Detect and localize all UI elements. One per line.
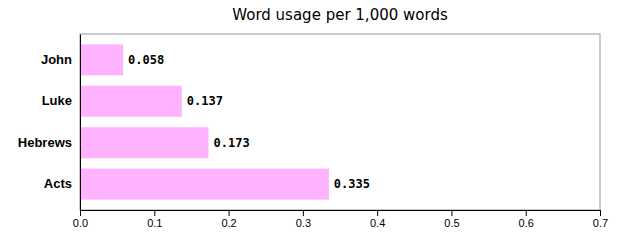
y-tick: Hebrews [18, 135, 72, 150]
x-tick: 0.0 [73, 210, 88, 229]
tick-mark [451, 210, 452, 216]
tick-label: Hebrews [18, 135, 72, 150]
bars [80, 44, 329, 199]
x-tick: 0.2 [221, 210, 236, 229]
x-tick: 0.5 [444, 210, 459, 229]
tick-mark [229, 210, 230, 216]
bar [80, 127, 209, 158]
tick-label: 0.5 [444, 217, 459, 229]
tick-label: 0.2 [221, 217, 236, 229]
tick-mark [526, 210, 527, 216]
axis-domain [80, 35, 81, 211]
x-tick: 0.3 [296, 210, 311, 229]
x-tick: 0.4 [370, 210, 385, 229]
tick-label: John [41, 52, 72, 67]
tick-mark [154, 210, 155, 216]
tick-mark [377, 210, 378, 216]
tick-label: 0.0 [73, 217, 88, 229]
x-tick: 0.7 [593, 210, 608, 229]
tick-mark [80, 210, 81, 216]
tick-mark [600, 210, 601, 216]
tick-label: 0.6 [519, 217, 534, 229]
x-tick: 0.6 [519, 210, 534, 229]
data-label: 0.058 [128, 53, 164, 67]
y-axis: Acts Hebrews Luke John [18, 35, 81, 211]
tick-label: Luke [42, 93, 72, 108]
bar [80, 44, 123, 75]
chart: Word usage per 1,000 words 0.335 0.173 0.13… [0, 0, 624, 240]
data-labels: 0.335 0.173 0.137 0.058 [128, 53, 370, 191]
data-label: 0.137 [187, 94, 223, 108]
x-axis: 0.0 0.1 0.2 0.3 0.4 0.5 0.6 0.7 [73, 210, 608, 229]
data-label: 0.335 [334, 177, 370, 191]
title: Word usage per 1,000 words [232, 6, 448, 24]
tick-label: Acts [44, 176, 72, 191]
tick-label: 0.4 [370, 217, 385, 229]
y-tick: Acts [44, 176, 72, 191]
tick-label: 0.1 [147, 217, 162, 229]
y-tick: John [41, 52, 72, 67]
tick-label: 0.3 [296, 217, 311, 229]
plot-frame [80, 34, 600, 210]
axis-domain [81, 211, 601, 217]
data-label: 0.173 [214, 136, 250, 150]
tick-mark [303, 210, 304, 216]
bar [80, 86, 182, 117]
x-tick: 0.1 [147, 210, 162, 229]
plot: 0.3350.1730.1370.0580.00.10.20.30.40.50.… [18, 34, 608, 229]
tick-label: 0.7 [593, 217, 608, 229]
bar [80, 169, 329, 200]
y-tick: Luke [42, 93, 72, 108]
